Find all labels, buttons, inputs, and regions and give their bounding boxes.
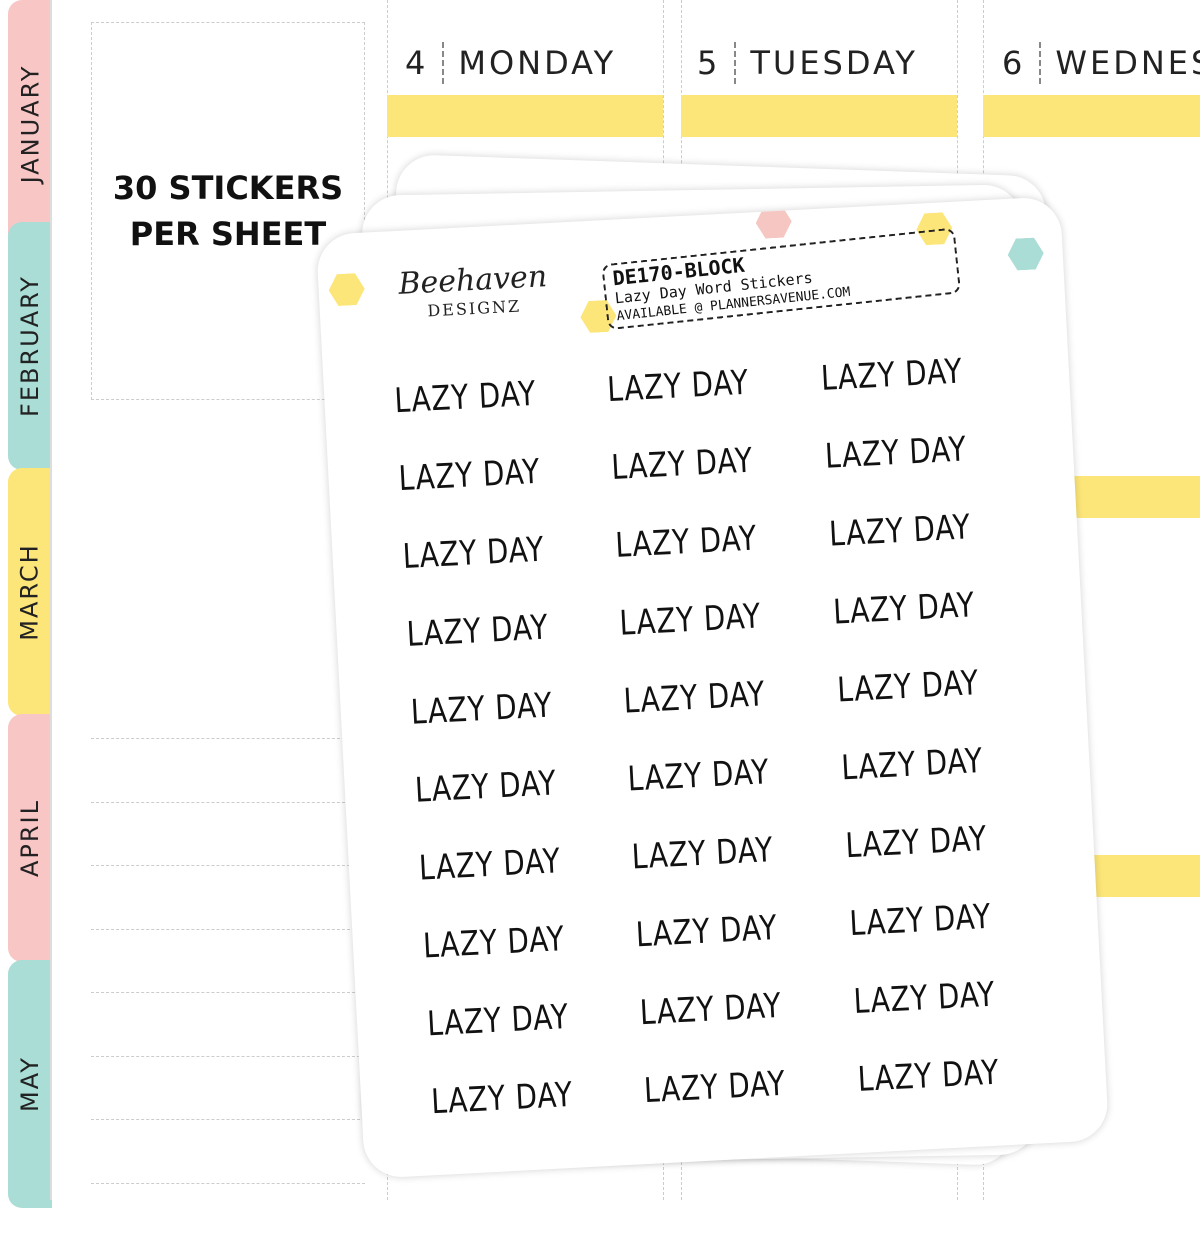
lazy-day-sticker: LAZY DAY bbox=[610, 440, 755, 488]
tab-may[interactable]: MAY bbox=[8, 960, 52, 1208]
lazy-day-sticker: LAZY DAY bbox=[852, 974, 996, 1023]
lazy-day-sticker: LAZY DAY bbox=[823, 429, 968, 477]
lazy-day-sticker: LAZY DAY bbox=[819, 351, 964, 399]
lazy-day-sticker: LAZY DAY bbox=[614, 518, 759, 566]
lazy-day-sticker: LAZY DAY bbox=[840, 740, 984, 789]
hexagon-decoration bbox=[1007, 237, 1045, 271]
lazy-day-sticker: LAZY DAY bbox=[422, 919, 566, 967]
sticker-count-box: 30 STICKERS PER SHEET bbox=[91, 22, 365, 400]
month-tabs: JANUARY FEBRUARY MARCH APRIL MAY bbox=[0, 0, 52, 1208]
tab-march[interactable]: MARCH bbox=[8, 468, 52, 716]
lazy-day-sticker: LAZY DAY bbox=[401, 529, 546, 578]
day-header-wednesday: 6 WEDNES bbox=[1002, 42, 1200, 84]
lazy-day-sticker: LAZY DAY bbox=[405, 607, 550, 655]
yellow-bar bbox=[387, 95, 663, 137]
lazy-day-sticker: LAZY DAY bbox=[397, 451, 542, 500]
lazy-day-sticker: LAZY DAY bbox=[393, 373, 538, 422]
lazy-day-sticker: LAZY DAY bbox=[831, 585, 976, 633]
lazy-day-sticker: LAZY DAY bbox=[430, 1074, 574, 1123]
hexagon-decoration bbox=[328, 273, 366, 307]
lazy-day-sticker: LAZY DAY bbox=[643, 1063, 787, 1112]
lazy-day-sticker: LAZY DAY bbox=[844, 818, 988, 867]
sheet-label: DE170-BLOCK Lazy Day Word Stickers AVAIL… bbox=[601, 227, 962, 331]
planner-spine bbox=[50, 0, 52, 1200]
count-line-1: 30 STICKERS bbox=[112, 169, 344, 207]
lazy-day-sticker: LAZY DAY bbox=[426, 997, 570, 1045]
tab-january[interactable]: JANUARY bbox=[8, 0, 52, 248]
lazy-day-sticker: LAZY DAY bbox=[635, 907, 779, 956]
sticker-grid: LAZY DAY LAZY DAY LAZY DAY LAZY DAY LAZY DAY… bbox=[394, 348, 1072, 1130]
lazy-day-sticker: LAZY DAY bbox=[418, 841, 562, 889]
tab-april[interactable]: APRIL bbox=[8, 714, 52, 962]
day-header-tuesday: 5 TUESDAY bbox=[697, 42, 918, 84]
note-lines bbox=[91, 738, 365, 1246]
beehaven-logo: Beehaven DESIGNZ bbox=[397, 259, 548, 321]
lazy-day-sticker: LAZY DAY bbox=[618, 596, 763, 644]
count-line-2: PER SHEET bbox=[129, 215, 327, 253]
lazy-day-sticker: LAZY DAY bbox=[606, 362, 751, 411]
lazy-day-sticker: LAZY DAY bbox=[631, 830, 775, 878]
lazy-day-sticker: LAZY DAY bbox=[827, 507, 972, 555]
lazy-day-sticker: LAZY DAY bbox=[626, 752, 771, 800]
lazy-day-sticker: LAZY DAY bbox=[622, 674, 767, 722]
lazy-day-sticker: LAZY DAY bbox=[409, 685, 554, 733]
lazy-day-sticker: LAZY DAY bbox=[835, 663, 980, 711]
day-header-monday: 4 MONDAY bbox=[405, 42, 617, 84]
tab-february[interactable]: FEBRUARY bbox=[8, 222, 52, 470]
lazy-day-sticker: LAZY DAY bbox=[848, 896, 992, 945]
sticker-sheet: Beehaven DESIGNZ DE170-BLOCK Lazy Day Wor… bbox=[315, 196, 1110, 1179]
lazy-day-sticker: LAZY DAY bbox=[639, 985, 783, 1034]
lazy-day-sticker: LAZY DAY bbox=[413, 763, 558, 811]
yellow-bar bbox=[681, 95, 957, 137]
yellow-bar bbox=[983, 95, 1200, 137]
lazy-day-sticker: LAZY DAY bbox=[856, 1052, 1000, 1100]
